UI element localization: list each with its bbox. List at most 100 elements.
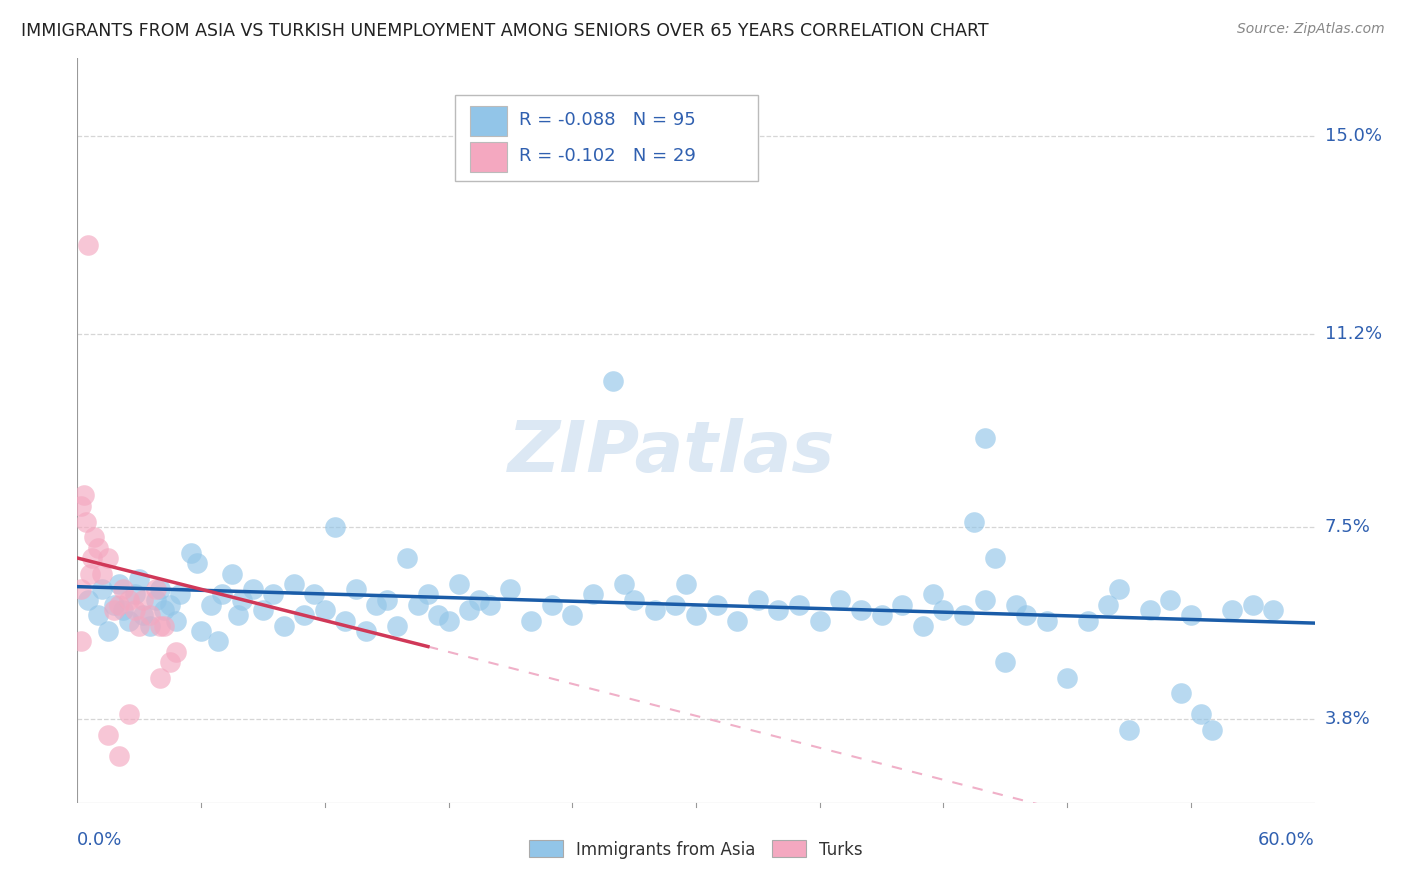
Point — [447, 577, 470, 591]
Point — [849, 603, 872, 617]
Point — [1241, 598, 1264, 612]
Point — [664, 598, 686, 612]
Point — [870, 608, 893, 623]
Point — [103, 603, 125, 617]
FancyBboxPatch shape — [454, 95, 758, 181]
Point — [262, 587, 284, 601]
Point — [138, 618, 160, 632]
Point — [87, 541, 110, 555]
Point — [83, 530, 105, 544]
Point — [91, 582, 114, 597]
Point — [963, 515, 986, 529]
Point — [190, 624, 212, 638]
Point — [138, 608, 160, 623]
Point — [107, 748, 129, 763]
Point — [932, 603, 955, 617]
Point — [396, 551, 419, 566]
Point — [107, 577, 129, 591]
Point — [994, 655, 1017, 669]
Point — [87, 608, 110, 623]
Point — [70, 634, 93, 648]
Point — [314, 603, 336, 617]
Point — [344, 582, 367, 597]
Point — [1035, 614, 1057, 628]
Point — [118, 707, 141, 722]
Point — [124, 587, 146, 601]
Point — [1077, 614, 1099, 628]
Point — [1220, 603, 1243, 617]
Point — [149, 582, 172, 597]
Point — [1056, 671, 1078, 685]
Point — [107, 598, 129, 612]
Point — [242, 582, 264, 597]
Text: ZIPatlas: ZIPatlas — [508, 418, 835, 487]
Point — [252, 603, 274, 617]
Point — [582, 587, 605, 601]
Point — [478, 598, 501, 612]
Point — [1159, 592, 1181, 607]
Point — [153, 618, 176, 632]
FancyBboxPatch shape — [470, 142, 506, 172]
Legend: Immigrants from Asia, Turks: Immigrants from Asia, Turks — [523, 834, 869, 865]
Point — [602, 374, 624, 388]
Text: Source: ZipAtlas.com: Source: ZipAtlas.com — [1237, 22, 1385, 37]
Point — [132, 592, 155, 607]
Point — [79, 566, 101, 581]
Point — [1263, 603, 1285, 617]
Point — [149, 618, 172, 632]
Point — [375, 592, 398, 607]
Point — [211, 587, 233, 601]
Text: IMMIGRANTS FROM ASIA VS TURKISH UNEMPLOYMENT AMONG SENIORS OVER 65 YEARS CORRELA: IMMIGRANTS FROM ASIA VS TURKISH UNEMPLOY… — [21, 22, 988, 40]
Point — [335, 614, 357, 628]
Point — [953, 608, 976, 623]
Point — [406, 598, 429, 612]
Point — [292, 608, 315, 623]
Point — [273, 618, 295, 632]
Point — [385, 618, 408, 632]
Point — [973, 592, 995, 607]
Text: 3.8%: 3.8% — [1324, 710, 1371, 729]
Point — [747, 592, 769, 607]
Point — [153, 603, 176, 617]
Point — [75, 515, 97, 529]
Point — [97, 728, 120, 742]
Point — [808, 614, 831, 628]
Point — [520, 614, 543, 628]
Point — [561, 608, 583, 623]
Point — [1118, 723, 1140, 737]
Point — [70, 499, 93, 513]
Point — [366, 598, 388, 612]
Point — [499, 582, 522, 597]
Point — [149, 671, 172, 685]
Point — [132, 608, 155, 623]
Point — [200, 598, 222, 612]
Point — [124, 603, 146, 617]
Point — [644, 603, 666, 617]
Point — [207, 634, 229, 648]
Point — [613, 577, 636, 591]
Point — [97, 624, 120, 638]
Text: R = -0.102   N = 29: R = -0.102 N = 29 — [519, 147, 696, 165]
Point — [145, 582, 167, 597]
Point — [891, 598, 914, 612]
Point — [1139, 603, 1161, 617]
Point — [128, 572, 150, 586]
Point — [180, 546, 202, 560]
Point — [118, 592, 141, 607]
Point — [973, 431, 995, 445]
Point — [427, 608, 450, 623]
Point — [323, 520, 346, 534]
Point — [706, 598, 728, 612]
Point — [186, 556, 208, 570]
Point — [1004, 598, 1026, 612]
Point — [685, 608, 707, 623]
Point — [165, 614, 187, 628]
FancyBboxPatch shape — [470, 106, 506, 136]
Point — [1180, 608, 1202, 623]
Point — [984, 551, 1007, 566]
Point — [830, 592, 852, 607]
Point — [80, 551, 103, 566]
Point — [1189, 707, 1212, 722]
Point — [118, 614, 141, 628]
Point — [304, 587, 326, 601]
